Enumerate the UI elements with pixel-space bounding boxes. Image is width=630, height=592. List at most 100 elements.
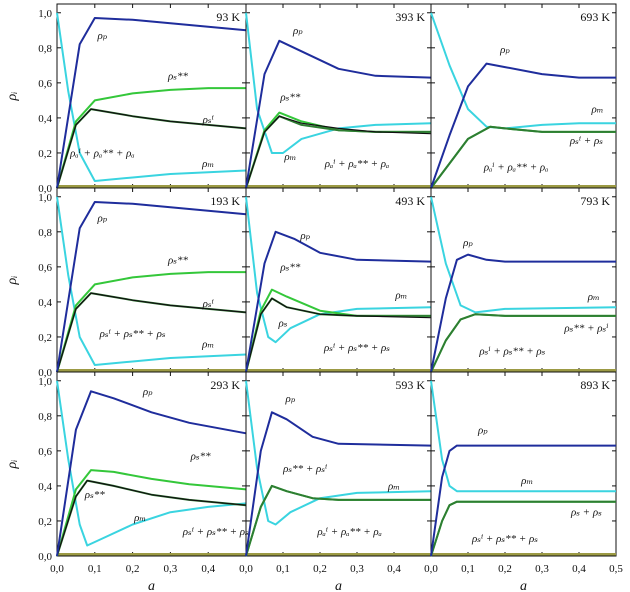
curve-label: ρₐⁱ + ρₐ** + ρₐ	[316, 526, 382, 538]
panel-493k: 493 K ρₚ ρₛ** ρₛ ρₘ ρₛⁱ + ρₛ** + ρₛ	[245, 187, 432, 373]
series-line-rho_s_pair	[56, 108, 247, 189]
y-tick-label: 0,4	[38, 297, 52, 309]
series-line-rho_s_i	[430, 125, 616, 189]
x-tick-label: 0,0	[424, 563, 438, 575]
x-tick-label: 0,1	[461, 563, 475, 575]
panel-693k: 693 K ρₚ ρₘ ρₛⁱ + ρₛ ρₐⁱ + ρₐ** + ρₐ	[430, 3, 617, 189]
curve-label: ρₛ + ρₛ	[570, 507, 602, 519]
x-tick-label: 0,3	[535, 563, 549, 575]
series-line-rho_m	[245, 196, 432, 344]
series-line-rho_m	[430, 196, 617, 314]
temperature-label: 193 K	[210, 194, 240, 208]
panel-frame	[56, 3, 247, 189]
y-tick-label: 0,0	[38, 551, 52, 563]
series-line-rho_s_i	[245, 297, 431, 373]
y-axis-title: ρᵢ	[5, 92, 20, 102]
x-tick-label: 0,2	[498, 563, 512, 575]
series-line-rho_s_pair	[56, 480, 247, 557]
y-tick-label: 0,6	[38, 78, 52, 90]
y-tick-label: 0,0	[38, 183, 52, 195]
panel-frame	[430, 187, 617, 373]
series-line-rho_s_star	[245, 288, 431, 373]
temperature-label: 293 K	[210, 378, 240, 392]
curve-label: ρₘ	[590, 104, 603, 116]
panels: 93 K ρₚ ρₛ** ρₛⁱ ρₐⁱ + ρₐ** + ρₐ ρₘ 393 K ρₚ ρₛ*…	[56, 3, 617, 557]
y-tick-label: 0,4	[38, 113, 52, 125]
panel-93k: 93 K ρₚ ρₛ** ρₛⁱ ρₐⁱ + ρₐ** + ρₐ ρₘ	[56, 3, 247, 189]
series-line-rho_s_pair	[56, 292, 247, 373]
curve-label: ρₚ	[285, 393, 296, 405]
temperature-label: 793 K	[580, 194, 610, 208]
curve-label: ρₐⁱ + ρₐ** + ρₐ	[69, 147, 135, 159]
y-tick-label: 1,0	[38, 376, 52, 388]
temperature-label: 593 K	[395, 378, 425, 392]
curve-label: ρₛⁱ + ρₛ** + ρₛ	[323, 342, 390, 354]
temperature-label: 393 K	[395, 10, 425, 24]
y-tick-label: 0,8	[38, 227, 52, 239]
series-line-rho_p	[245, 411, 432, 557]
curve-label: ρₛⁱ + ρₛ** + ρₛ	[99, 328, 166, 340]
series-line-rho_s_star	[56, 87, 246, 189]
panel-593k: 593 K ρₚ ρₛ** + ρₛⁱ ρₘ ρₐⁱ + ρₐ** + ρₐ	[245, 371, 432, 557]
x-tick-label: 0,0	[239, 563, 253, 575]
curve-label: ρₚ	[292, 25, 303, 37]
x-tick-label: 0,1	[88, 563, 102, 575]
series-line-rho_s_star	[56, 469, 247, 557]
panel-193k: 193 K ρₚ ρₛ** ρₛⁱ ρₛⁱ + ρₛ** + ρₛ ρₘ	[56, 187, 247, 373]
y-tick-label: 0,8	[38, 43, 52, 55]
y-tick-label: 0,6	[38, 262, 52, 274]
y-axis-title: ρᵢ	[5, 276, 20, 286]
curve-label: ρₛ	[278, 317, 288, 329]
series-line-rho_s_i	[430, 500, 616, 557]
series-line-rho_p	[430, 62, 616, 189]
curve-label: ρₛⁱ + ρₛ** + ρₛ	[182, 526, 249, 538]
panel-frame	[430, 3, 617, 189]
x-axis-title: a	[148, 579, 155, 592]
series-line-rho_s_pair	[245, 115, 432, 189]
curve-label: ρₚ	[499, 44, 510, 56]
x-tick-label: 0,1	[276, 563, 290, 575]
x-tick-label: 0,4	[387, 563, 401, 575]
curve-label: ρₘ	[520, 475, 533, 487]
panel-393k: 393 K ρₚ ρₛ** ρₘ ρₐⁱ + ρₐ** + ρₐ	[245, 3, 432, 189]
curve-label: ρₘ	[133, 512, 146, 524]
y-tick-label: 0,4	[38, 481, 52, 493]
curve-label: ρₘ	[201, 338, 214, 350]
curve-label: ρₛⁱ + ρₛ	[569, 135, 603, 147]
curve-label: ρₚ	[477, 424, 488, 436]
curve-label: ρₛ**	[279, 91, 300, 103]
y-tick-label: 0,8	[38, 411, 52, 423]
y-tick-label: 1,0	[38, 192, 52, 204]
y-tick-label: 0,2	[38, 516, 52, 528]
y-axis-title: ρᵢ	[5, 460, 20, 470]
panel-frame	[430, 371, 617, 557]
temperature-label: 893 K	[580, 378, 610, 392]
x-axis-title: a	[520, 579, 527, 592]
series-line-rho_p	[56, 17, 247, 189]
axis-labels: 0,0 0,2 0,4 0,6 0,8 1,0 ρᵢ 0,0 0,2 0,4 0,6 0,8 1,0 ρᵢ…	[5, 8, 623, 592]
y-tick-label: 0,2	[38, 332, 52, 344]
curve-label: ρₛ**	[167, 254, 188, 266]
series-line-rho_s_star	[56, 271, 246, 373]
x-tick-label: 0,5	[609, 563, 623, 575]
y-tick-label: 0,2	[38, 148, 52, 160]
series-line-rho_p	[56, 390, 247, 557]
curve-label: ρₘ	[283, 151, 296, 163]
y-tick-label: 1,0	[38, 8, 52, 20]
curve-label: ρₛⁱ	[202, 298, 214, 310]
curve-label: ρₛ**	[279, 261, 300, 273]
x-axis-title: a	[335, 579, 342, 592]
curve-label: ρₛⁱ + ρₛ** + ρₛ	[471, 533, 538, 545]
curve-label: ρₘ	[201, 158, 214, 170]
curve-label: ρₚ	[142, 386, 153, 398]
curve-label: ρₛ** + ρₛⁱ	[563, 323, 608, 335]
curve-label: ρₚ	[462, 237, 473, 249]
temperature-label: 693 K	[580, 10, 610, 24]
series-line-rho_m	[430, 380, 616, 493]
series-line-rho_m	[56, 380, 247, 547]
series-line-rho_p	[245, 39, 432, 189]
x-tick-label: 0,3	[164, 563, 178, 575]
curve-label: ρₘ	[394, 289, 407, 301]
curve-label: ρₐⁱ + ρₐ** + ρₐ	[324, 158, 390, 170]
